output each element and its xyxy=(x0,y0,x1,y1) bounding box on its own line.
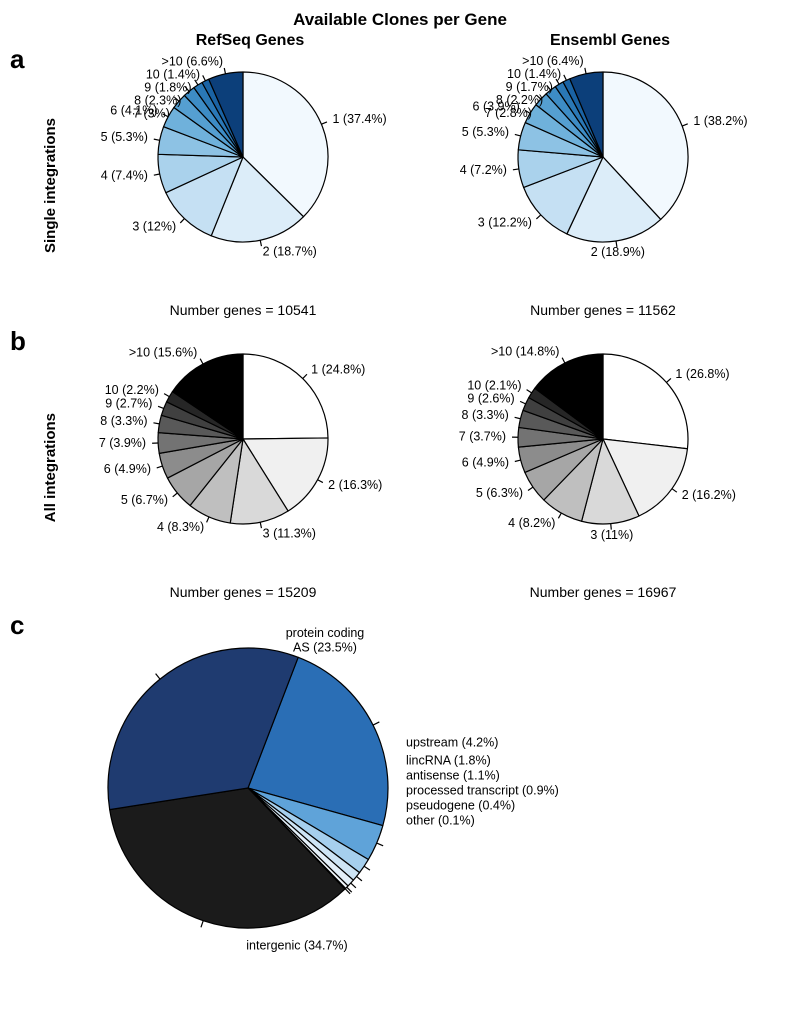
slice-label: 7 (2.8%) xyxy=(485,106,532,120)
slice-label: 8 (3.3%) xyxy=(100,414,147,428)
slice-label: 5 (5.3%) xyxy=(462,125,509,139)
slice-label: protein codingAS (23.5%) xyxy=(286,626,365,654)
col-header-right: Ensembl Genes xyxy=(530,32,690,50)
slice-label: 5 (6.7%) xyxy=(121,493,168,507)
slice-label: 10 (1.4%) xyxy=(146,67,200,81)
slice-label: 5 (5.3%) xyxy=(101,130,148,144)
slice-label: >10 (15.6%) xyxy=(129,346,197,360)
pie-b-right: 1 (26.8%) 2 (16.2%) 3 (11%) 4 (8.2%) 5 (6.3%… xyxy=(423,336,783,582)
slice-label: 10 (2.2%) xyxy=(105,383,159,397)
slice-label: 4 (7.2%) xyxy=(460,163,507,177)
slice-label: processed transcript (0.9%) xyxy=(406,783,559,797)
panel-b: b All integrations 1 (24.8%)2 (16.3%)3 (… xyxy=(10,336,790,600)
slice-label: 7 (3%) xyxy=(133,106,170,120)
slice-label: 7 (3.9%) xyxy=(99,436,146,450)
column-headers: RefSeq Genes Ensembl Genes xyxy=(70,32,790,50)
slice-label: 2 (18.7%) xyxy=(263,244,317,258)
slice-label: 2 (16.3%) xyxy=(328,478,382,492)
slice-label: 2 (18.9%) xyxy=(591,245,645,259)
slice-label: >10 (6.6%) xyxy=(162,54,224,68)
slice-label: 10 (2.1%) xyxy=(467,379,521,393)
row-label-single: Single integrations xyxy=(38,118,63,253)
panel-label-a: a xyxy=(10,44,38,75)
caption-b-left: Number genes = 15209 xyxy=(170,584,317,600)
slice-label: 6 (4.9%) xyxy=(104,462,151,476)
slice-label: 9 (1.7%) xyxy=(506,80,553,94)
slice-label: intergenic (34.7%) xyxy=(246,938,347,952)
slice-label: lincRNA (1.8%) xyxy=(406,753,491,767)
col-header-left: RefSeq Genes xyxy=(170,32,330,50)
slice-label: 3 (12.2%) xyxy=(478,215,532,229)
slice-label: 3 (11%) xyxy=(590,528,633,542)
slice-label: antisense (1.1%) xyxy=(406,768,500,782)
pie-a-left: 1 (37.4%) 2 (18.7%) 3 (12%) 4 (7.4%) 5 (5.3%… xyxy=(63,54,423,300)
slice-label: 8 (2.2%) xyxy=(496,93,543,107)
chart-a-left: 1 (37.4%) 2 (18.7%) 3 (12%) 4 (7.4%) 5 (5.3%… xyxy=(63,54,423,318)
chart-c: protein codingAS (23.5%) upstream (4.2%) l… xyxy=(48,620,648,970)
slice-label: 10 (1.4%) xyxy=(507,67,561,81)
slice-label: pseudogene (0.4%) xyxy=(406,798,515,812)
pie-a-right: 1 (38.2%) 2 (18.9%) 3 (12.2%) 4 (7.2%) 5 (5.… xyxy=(423,54,783,300)
panel-label-c: c xyxy=(10,610,38,641)
slice-label: 4 (8.2%) xyxy=(508,516,555,530)
slice-label: 4 (8.3%) xyxy=(157,520,204,534)
chart-b-right: 1 (26.8%) 2 (16.2%) 3 (11%) 4 (8.2%) 5 (6.3%… xyxy=(423,336,783,600)
slice-label: other (0.1%) xyxy=(406,813,475,827)
slice-label: 3 (11.3%) xyxy=(263,526,316,540)
slice-label: 1 (37.4%) xyxy=(332,112,386,126)
slice-label: 8 (2.3%) xyxy=(134,93,181,107)
chart-a-right: 1 (38.2%) 2 (18.9%) 3 (12.2%) 4 (7.2%) 5 (5.… xyxy=(423,54,783,318)
slice-label: 2 (16.2%) xyxy=(682,488,736,502)
caption-a-left: Number genes = 10541 xyxy=(170,302,317,318)
slice-label: 9 (2.6%) xyxy=(467,392,514,406)
page-title: Available Clones per Gene xyxy=(10,10,790,30)
caption-b-right: Number genes = 16967 xyxy=(530,584,677,600)
panel-a: a Single integrations 1 (37.4%)2 (18.7%)… xyxy=(10,54,790,318)
panel-c: c protein codingAS (23.5%)upstream (4.2%… xyxy=(10,620,790,970)
pie-b-left: 1 (24.8%) 2 (16.3%) 3 (11.3%) 4 (8.3%) 5 (6.… xyxy=(63,336,423,582)
slice-label: 3 (12%) xyxy=(132,220,176,234)
slice-label: 7 (3.7%) xyxy=(459,429,506,443)
slice-label: upstream (4.2%) xyxy=(406,735,498,749)
chart-b-left: 1 (24.8%) 2 (16.3%) 3 (11.3%) 4 (8.3%) 5 (6.… xyxy=(63,336,423,600)
pie-c: protein codingAS (23.5%) upstream (4.2%) l… xyxy=(48,620,648,970)
row-label-all: All integrations xyxy=(38,413,63,522)
slice-label: >10 (6.4%) xyxy=(522,54,584,68)
slice-label: >10 (14.8%) xyxy=(491,345,559,359)
slice-label: 1 (26.8%) xyxy=(675,367,729,381)
slice-label: 9 (1.8%) xyxy=(144,80,191,94)
panel-label-b: b xyxy=(10,326,38,357)
slice-label: 1 (24.8%) xyxy=(311,362,365,376)
slice-label: 8 (3.3%) xyxy=(462,408,509,422)
slice-label: 1 (38.2%) xyxy=(693,114,747,128)
slice-label: 4 (7.4%) xyxy=(101,169,148,183)
slice-label: 6 (4.9%) xyxy=(462,455,509,469)
slice-label: 5 (6.3%) xyxy=(476,486,523,500)
slice-label: 9 (2.7%) xyxy=(105,396,152,410)
caption-a-right: Number genes = 11562 xyxy=(530,302,676,318)
